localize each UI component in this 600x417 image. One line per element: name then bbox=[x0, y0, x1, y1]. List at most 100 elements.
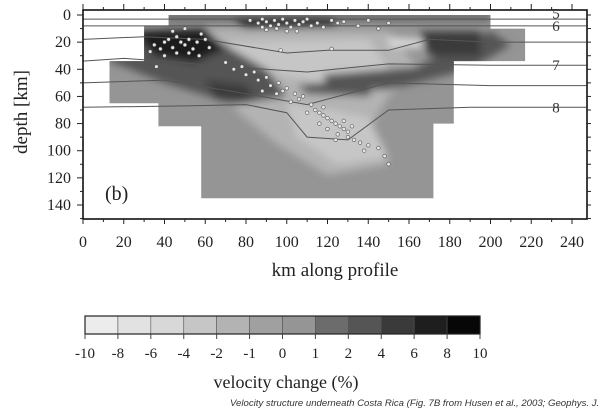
earthquake-marker bbox=[351, 137, 357, 142]
plot-area: 56 7 8 (b) bbox=[77, 4, 591, 224]
earthquake-marker bbox=[248, 18, 253, 23]
earthquake-marker bbox=[321, 113, 326, 118]
x-axis: 0 20 40 60 80 100 120 140 160 180 200 220 240 bbox=[79, 234, 584, 251]
velocity-anomaly-map bbox=[109, 15, 526, 199]
earthquake-marker bbox=[309, 102, 314, 107]
earthquake-marker bbox=[288, 99, 293, 104]
earthquake-marker bbox=[178, 39, 183, 45]
earthquake-marker bbox=[256, 21, 261, 26]
velocity-contour-line bbox=[83, 36, 587, 54]
earthquake-marker bbox=[195, 39, 200, 45]
colorbar-swatch bbox=[315, 315, 349, 335]
colorbar-tick-label: -10 bbox=[75, 346, 95, 362]
velocity-contours bbox=[83, 18, 587, 141]
colorbar-swatch bbox=[216, 315, 250, 335]
plot-frame bbox=[82, 9, 588, 220]
x-tick-label: 60 bbox=[197, 234, 213, 251]
x-tick-label: 240 bbox=[560, 234, 584, 251]
contour-labels: 56 7 8 bbox=[552, 7, 560, 117]
earthquake-marker bbox=[182, 42, 187, 48]
earthquake-marker bbox=[239, 64, 244, 69]
x-tick-label: 140 bbox=[356, 234, 380, 251]
earthquake-marker bbox=[166, 37, 171, 42]
earthquake-marker bbox=[345, 135, 351, 140]
earthquake-marker bbox=[292, 18, 298, 23]
earthquake-marker bbox=[260, 88, 265, 94]
earthquake-marker bbox=[162, 53, 167, 58]
x-tick-label: 120 bbox=[316, 234, 340, 251]
earthquake-marker bbox=[296, 96, 302, 102]
earthquake-marker bbox=[341, 118, 346, 123]
contour-label-7: 7 bbox=[552, 58, 560, 74]
earthquake-marker bbox=[349, 124, 355, 129]
earthquake-marker bbox=[321, 105, 326, 110]
earthquake-marker bbox=[333, 137, 338, 142]
colorbar-swatch bbox=[348, 315, 382, 335]
x-tick-label: 220 bbox=[519, 234, 543, 251]
earthquake-marker bbox=[170, 29, 175, 34]
colorbar-swatch bbox=[84, 315, 119, 335]
earthquake-marker bbox=[274, 91, 279, 96]
earthquake-marker bbox=[148, 49, 153, 54]
earthquake-marker bbox=[158, 46, 163, 52]
earthquake-marker bbox=[309, 23, 314, 29]
earthquake-marker bbox=[284, 29, 289, 34]
y-tick-label: 0 bbox=[63, 7, 71, 24]
earthquake-marker bbox=[345, 129, 351, 134]
earthquake-marker bbox=[186, 50, 191, 56]
earthquake-marker bbox=[362, 148, 367, 153]
colorbar-swatch bbox=[380, 315, 415, 335]
earthquake-marker bbox=[301, 19, 306, 24]
velocity-contour-line bbox=[83, 79, 587, 106]
colorbar-tick-label: -8 bbox=[112, 346, 125, 362]
colorbar: -10 -8 -6 -4 -2 -1 0 1 2 4 6 8 10 bbox=[75, 315, 488, 362]
velocity-contour-line bbox=[83, 57, 587, 73]
earthquake-marker bbox=[337, 124, 342, 129]
colorbar-tick-label: 8 bbox=[443, 346, 451, 362]
earthquake-marker bbox=[152, 42, 157, 48]
colorbar-tick-label: 1 bbox=[312, 346, 320, 362]
y-tick-label: 100 bbox=[47, 143, 71, 160]
colorbar-swatch bbox=[282, 315, 316, 335]
earthquake-marker bbox=[333, 121, 338, 126]
earthquake-marker bbox=[386, 21, 391, 26]
colorbar-tick-label: 0 bbox=[279, 346, 287, 362]
earthquake-hypocenters bbox=[148, 17, 391, 167]
figure-caption: Velocity structure underneath Costa Rica… bbox=[230, 398, 600, 409]
earthquake-marker bbox=[268, 83, 273, 88]
colorbar-swatch bbox=[150, 315, 185, 335]
earthquake-marker bbox=[276, 80, 281, 85]
earthquake-marker bbox=[376, 145, 381, 151]
axis-ticks bbox=[77, 4, 591, 224]
earthquake-marker bbox=[284, 86, 289, 91]
earthquake-marker bbox=[284, 21, 289, 26]
x-axis-title: km along profile bbox=[272, 260, 399, 281]
earthquake-marker bbox=[329, 46, 334, 52]
colorbar-swatch bbox=[117, 315, 152, 335]
earthquake-marker bbox=[264, 27, 269, 33]
earthquake-marker bbox=[329, 18, 334, 23]
x-tick-label: 200 bbox=[479, 234, 503, 251]
earthquake-marker bbox=[264, 19, 269, 24]
earthquake-marker bbox=[199, 31, 204, 37]
earthquake-marker bbox=[341, 126, 346, 132]
earthquake-marker bbox=[174, 34, 179, 39]
earthquake-marker bbox=[301, 94, 306, 99]
colorbar-title: velocity change (%) bbox=[214, 372, 359, 393]
earthquake-marker bbox=[174, 50, 179, 56]
earthquake-marker bbox=[317, 121, 322, 126]
earthquake-marker bbox=[203, 37, 208, 42]
earthquake-marker bbox=[341, 19, 346, 24]
earthquake-marker bbox=[260, 25, 265, 30]
earthquake-marker bbox=[223, 60, 228, 65]
y-axis-title: depth [km] bbox=[11, 70, 32, 154]
contour-label-8: 8 bbox=[552, 100, 560, 116]
earthquake-marker bbox=[243, 72, 249, 77]
x-tick-label: 0 bbox=[79, 234, 87, 251]
earthquake-marker bbox=[292, 91, 298, 96]
colorbar-swatch bbox=[183, 315, 217, 335]
earthquake-marker bbox=[274, 26, 279, 31]
y-axis: 0 20 40 60 80 100 120 140 bbox=[47, 7, 71, 214]
contour-label-5: 5 bbox=[552, 7, 560, 23]
